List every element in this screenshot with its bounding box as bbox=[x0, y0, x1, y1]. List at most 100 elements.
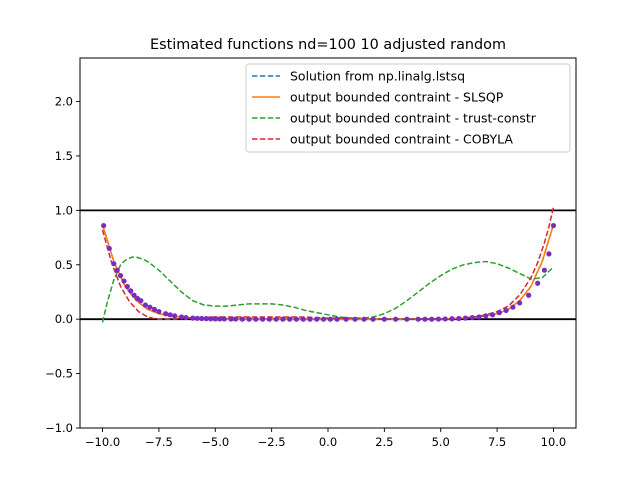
series-line-2 bbox=[101, 256, 555, 323]
scatter-point bbox=[172, 313, 178, 319]
scatter-point bbox=[142, 302, 148, 308]
legend-label-0: Solution from np.linalg.lstsq bbox=[290, 69, 465, 84]
scatter-point bbox=[517, 300, 523, 306]
scatter-point bbox=[124, 283, 130, 290]
scatter-point bbox=[404, 316, 410, 322]
y-tick-label: 2.0 bbox=[55, 95, 73, 109]
scatter-point bbox=[435, 316, 442, 322]
scatter-point bbox=[151, 306, 157, 312]
scatter-point bbox=[503, 307, 509, 314]
y-axis: −1.0 −0.5 0.0 0.5 1.0 1.5 2.0 bbox=[45, 95, 80, 435]
scatter-point bbox=[483, 313, 489, 319]
scatter-point bbox=[228, 316, 234, 322]
scatter-point bbox=[456, 315, 462, 322]
x-tick-label: 10.0 bbox=[541, 435, 567, 449]
scatter-point bbox=[239, 316, 245, 322]
x-tick-label: −5.0 bbox=[201, 435, 229, 449]
scatter-point bbox=[138, 298, 144, 304]
scatter-point bbox=[429, 316, 435, 322]
scatter-point bbox=[320, 316, 327, 322]
y-tick-label: 1.5 bbox=[55, 149, 73, 163]
scatter-point bbox=[212, 316, 218, 322]
scatter-point bbox=[541, 267, 548, 273]
scatter-point bbox=[131, 292, 137, 298]
scatter-point bbox=[314, 316, 320, 322]
scatter-point bbox=[183, 314, 189, 321]
scatter-point bbox=[307, 316, 313, 322]
scatter-point bbox=[253, 316, 259, 322]
scatter-point bbox=[266, 316, 272, 322]
scatter-point bbox=[393, 316, 399, 322]
scatter-point bbox=[167, 312, 173, 318]
scatter-point bbox=[111, 261, 117, 267]
y-tick-label: 0.0 bbox=[55, 312, 73, 326]
chart-title: Estimated functions nd=100 10 adjusted r… bbox=[150, 37, 506, 53]
scatter-point bbox=[273, 316, 279, 322]
scatter-point bbox=[361, 316, 367, 322]
scatter-point bbox=[293, 316, 300, 322]
scatter-point bbox=[327, 316, 333, 322]
x-tick-label: −2.5 bbox=[258, 435, 286, 449]
x-tick-label: 0.0 bbox=[319, 435, 337, 449]
scatter-point bbox=[156, 308, 162, 315]
scatter-point bbox=[334, 316, 340, 322]
legend: Solution from np.linalg.lstsq output boun… bbox=[245, 63, 571, 153]
y-tick-label: −0.5 bbox=[45, 367, 73, 381]
scatter-point bbox=[194, 315, 200, 321]
legend-label-2: output bounded contraint - trust-constr bbox=[290, 111, 537, 126]
scatter-point bbox=[217, 316, 223, 322]
scatter-point bbox=[178, 314, 185, 320]
scatter-point bbox=[114, 267, 120, 273]
scatter-point bbox=[462, 315, 469, 321]
scatter-point bbox=[352, 316, 358, 322]
scatter-point bbox=[476, 314, 482, 320]
scatter-point bbox=[232, 316, 239, 322]
scatter-points-layer bbox=[101, 222, 557, 322]
scatter-point bbox=[415, 316, 421, 322]
scatter-point bbox=[106, 245, 112, 252]
scatter-point bbox=[381, 316, 387, 322]
legend-label-1: output bounded contraint - SLSQP bbox=[290, 90, 504, 105]
y-tick-label: 0.5 bbox=[55, 258, 73, 272]
scatter-point bbox=[526, 292, 532, 298]
scatter-point bbox=[550, 222, 557, 229]
scatter-point bbox=[489, 312, 496, 318]
scatter-point bbox=[370, 316, 376, 322]
legend-box bbox=[245, 63, 571, 153]
x-tick-label: −10.0 bbox=[85, 435, 120, 449]
scatter-point bbox=[163, 311, 169, 317]
scatter-point bbox=[246, 316, 252, 322]
x-tick-label: 5.0 bbox=[432, 435, 450, 449]
scatter-point bbox=[546, 251, 552, 257]
scatter-point bbox=[510, 304, 516, 310]
scatter-point bbox=[343, 316, 349, 322]
scatter-point bbox=[469, 314, 475, 321]
scatter-point bbox=[442, 316, 448, 322]
x-tick-label: 2.5 bbox=[375, 435, 393, 449]
scatter-point bbox=[287, 316, 293, 322]
scatter-point bbox=[221, 316, 227, 322]
scatter-point bbox=[535, 280, 541, 286]
scatter-point bbox=[449, 316, 455, 322]
x-axis: −10.0 −7.5 −5.0 −2.5 0.0 2.5 5.0 7.5 10.0 bbox=[85, 428, 566, 449]
scatter-point bbox=[208, 316, 214, 322]
scatter-point bbox=[121, 278, 127, 284]
x-tick-label: −7.5 bbox=[145, 435, 173, 449]
scatter-point bbox=[203, 316, 209, 322]
scatter-point bbox=[190, 315, 196, 321]
scatter-point bbox=[280, 316, 286, 322]
scatter-point bbox=[300, 316, 306, 322]
scatter-point bbox=[199, 315, 205, 322]
scatter-point bbox=[101, 222, 107, 229]
scatter-point bbox=[147, 304, 153, 310]
y-tick-label: −1.0 bbox=[45, 421, 73, 435]
scatter-point bbox=[260, 316, 266, 322]
x-tick-label: 7.5 bbox=[488, 435, 506, 449]
scatter-point bbox=[117, 273, 124, 279]
scatter-point bbox=[128, 288, 134, 294]
legend-label-3: output bounded contraint - COBYLA bbox=[290, 132, 513, 147]
y-tick-label: 1.0 bbox=[55, 203, 73, 217]
scatter-point bbox=[496, 310, 502, 316]
